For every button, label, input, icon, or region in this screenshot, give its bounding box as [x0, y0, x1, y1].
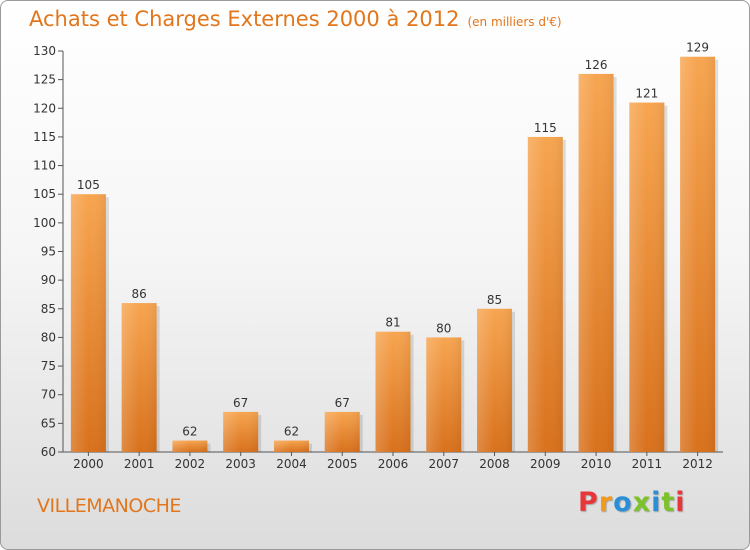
x-tick-label: 2008 [479, 457, 510, 471]
y-tick-label: 85 [41, 302, 56, 316]
bar-shine [477, 308, 513, 452]
data-label: 115 [534, 121, 557, 135]
bar-shine [680, 56, 716, 452]
bar-shine [629, 102, 665, 453]
y-tick-label: 90 [41, 273, 56, 287]
bar-shine [324, 411, 360, 452]
data-label: 67 [233, 396, 248, 410]
bar-shine [578, 73, 614, 453]
data-label: 62 [182, 425, 197, 439]
y-tick-label: 60 [41, 445, 56, 459]
data-label: 105 [77, 178, 100, 192]
y-tick-label: 110 [33, 159, 56, 173]
y-tick-label: 120 [33, 101, 56, 115]
y-tick-label: 65 [41, 416, 56, 430]
logo-letter: r [598, 487, 614, 518]
proxiti-logo[interactable]: Proxiti [578, 487, 686, 518]
x-tick-label: 2004 [276, 457, 307, 471]
logo-letter: i [675, 487, 686, 518]
y-tick-label: 80 [41, 330, 56, 344]
bar-shine [426, 337, 462, 452]
bar-shine [527, 136, 563, 452]
logo-letter: o [613, 487, 633, 518]
y-tick-label: 75 [41, 359, 56, 373]
title-text: Achats et Charges Externes 2000 à 2012 [29, 7, 460, 31]
logo-letter: x [632, 487, 652, 518]
y-tick-label: 130 [33, 44, 56, 58]
data-label: 62 [284, 425, 299, 439]
x-tick-label: 2010 [581, 457, 612, 471]
logo-letter: t [661, 487, 676, 518]
x-tick-label: 2006 [378, 457, 409, 471]
x-tick-label: 2005 [327, 457, 358, 471]
chart-subtitle: (en milliers d'€) [467, 15, 562, 29]
y-tick-label: 125 [33, 73, 56, 87]
x-axis: 2000 2001 2002 2003 2004 2005 2006 2007 2008 2009… [63, 451, 723, 471]
bar-shine [121, 303, 157, 452]
bar-shine [273, 440, 309, 452]
data-label: 121 [635, 87, 658, 101]
x-tick-label: 2011 [632, 457, 663, 471]
data-label: 129 [686, 41, 709, 55]
y-tick-label: 105 [33, 187, 56, 201]
data-label: 80 [436, 321, 451, 335]
logo-letter: P [578, 487, 599, 518]
x-tick-label: 2000 [73, 457, 104, 471]
x-tick-label: 2002 [175, 457, 206, 471]
data-label: 81 [385, 316, 400, 330]
data-labels: 105 86 62 67 62 67 81 80 85 115 126 121 129 [77, 41, 709, 439]
x-tick-label: 2003 [225, 457, 256, 471]
bar-shine [375, 331, 411, 452]
bar-shine [223, 411, 259, 452]
bars [70, 56, 719, 453]
chart-title: Achats et Charges Externes 2000 à 2012 (e… [29, 7, 562, 31]
y-tick-label: 95 [41, 245, 56, 259]
x-tick-label: 2009 [530, 457, 561, 471]
logo-letter: i [651, 487, 662, 518]
x-tick-label: 2001 [124, 457, 155, 471]
commune-name: VILLEMANOCHE [37, 495, 181, 517]
y-axis: 60 65 70 75 80 85 90 95 100 105 110 115 120 125 130 [33, 44, 64, 459]
x-tick-label: 2012 [682, 457, 713, 471]
y-tick-label: 115 [33, 130, 56, 144]
data-label: 126 [585, 58, 608, 72]
data-label: 86 [132, 287, 147, 301]
y-tick-label: 70 [41, 388, 56, 402]
data-label: 85 [487, 293, 502, 307]
bar-shine [172, 440, 208, 452]
bar-shine [70, 194, 106, 452]
y-tick-label: 100 [33, 216, 56, 230]
x-tick-label: 2007 [428, 457, 459, 471]
data-label: 67 [335, 396, 350, 410]
